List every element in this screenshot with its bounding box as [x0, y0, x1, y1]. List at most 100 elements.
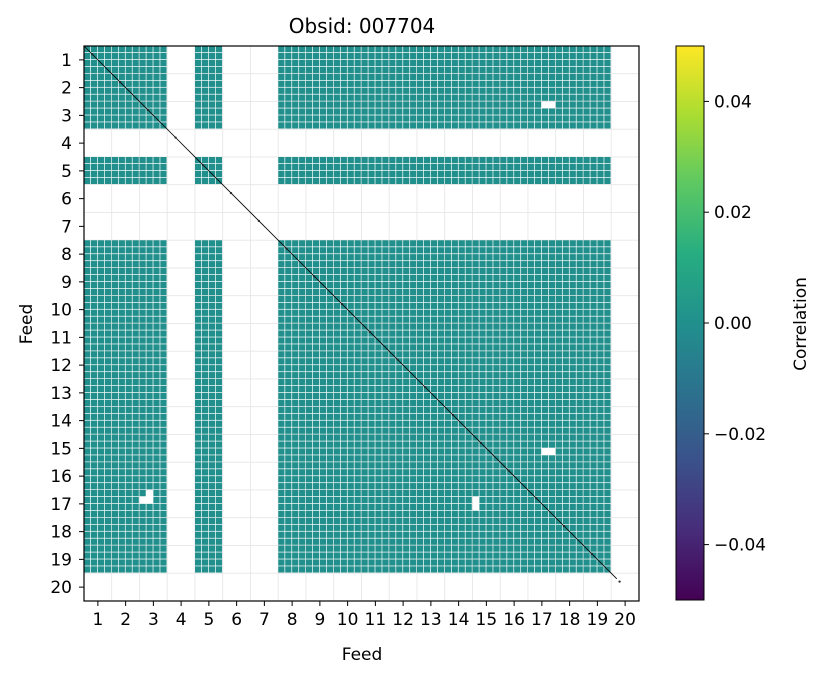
heatmap-cell	[153, 344, 160, 351]
heatmap-cell	[583, 170, 590, 178]
heatmap-cell	[111, 122, 118, 129]
heatmap-cell	[437, 108, 445, 115]
heatmap-cell	[319, 392, 327, 400]
heatmap-cell	[299, 351, 306, 358]
heatmap-cell	[514, 559, 521, 566]
heatmap-cell	[437, 337, 445, 344]
heatmap-cell	[507, 462, 514, 469]
heatmap-cell	[97, 524, 105, 531]
heatmap-cell	[417, 483, 424, 490]
heatmap-cell	[465, 365, 472, 372]
heatmap-cell	[472, 254, 479, 261]
grid-cell	[166, 267, 196, 297]
heatmap-cell	[486, 122, 493, 129]
heatmap-cell	[201, 510, 209, 518]
heatmap-cell	[583, 552, 590, 559]
heatmap-cell	[299, 503, 306, 511]
heatmap-cell	[104, 392, 112, 400]
heatmap-cell	[451, 281, 458, 289]
heatmap-cell	[132, 261, 139, 268]
heatmap-cell	[423, 566, 431, 573]
heatmap-cell	[493, 531, 500, 538]
heatmap-cell	[417, 476, 424, 483]
heatmap-cell	[451, 385, 458, 393]
heatmap-cell	[423, 302, 431, 309]
heatmap-cell	[437, 163, 445, 171]
heatmap-cell	[382, 261, 389, 268]
grid-cell	[166, 101, 196, 130]
heatmap-cell	[541, 295, 549, 302]
heatmap-cell	[396, 66, 403, 74]
heatmap-cell	[423, 517, 431, 524]
heatmap-cell	[354, 496, 361, 504]
heatmap-cell	[375, 46, 382, 53]
heatmap-cell	[562, 490, 569, 497]
heatmap-cell	[215, 80, 223, 87]
diagonal-marker	[118, 80, 122, 84]
heatmap-cell	[493, 365, 500, 372]
heatmap-cell	[437, 309, 445, 316]
heatmap-cell	[541, 483, 549, 490]
plot-frame	[83, 45, 640, 602]
heatmap-cell	[590, 559, 597, 566]
heatmap-cell	[312, 406, 320, 413]
heatmap-cell	[139, 163, 146, 171]
heatmap-cell	[306, 517, 313, 524]
heatmap-cell	[590, 163, 597, 171]
heatmap-cell	[562, 247, 569, 254]
heatmap-cell	[319, 476, 327, 483]
heatmap-cell	[118, 115, 125, 122]
y-tick-label: 16	[50, 467, 72, 487]
heatmap-cell	[195, 247, 202, 254]
heatmap-cell	[604, 379, 611, 386]
heatmap-cell	[153, 157, 160, 164]
heatmap-cell	[396, 323, 403, 330]
heatmap-cell	[139, 59, 146, 67]
heatmap-cell	[111, 399, 118, 407]
heatmap-cell	[423, 268, 431, 275]
heatmap-cell	[340, 385, 347, 393]
heatmap-cell	[306, 108, 313, 115]
heatmap-cell	[403, 483, 410, 490]
heatmap-cell	[104, 510, 112, 518]
heatmap-cell	[590, 531, 597, 538]
heatmap-cell	[104, 517, 112, 524]
heatmap-cell	[375, 566, 382, 573]
heatmap-cell	[403, 295, 410, 302]
heatmap-cell	[486, 566, 493, 573]
heatmap-cell	[590, 441, 597, 448]
heatmap-cell	[195, 323, 202, 330]
heatmap-cell	[375, 316, 382, 323]
heatmap-cell	[299, 108, 306, 115]
heatmap-cell	[597, 538, 604, 545]
heatmap-cell	[306, 490, 313, 497]
heatmap-cell	[583, 469, 590, 476]
heatmap-cell	[306, 406, 313, 413]
heatmap-cell	[576, 531, 583, 538]
heatmap-cell	[382, 483, 389, 490]
heatmap-cell	[104, 483, 112, 490]
heatmap-cell	[555, 365, 562, 372]
heatmap-cell	[97, 94, 105, 101]
heatmap-cell	[368, 559, 375, 566]
heatmap-cell	[396, 427, 403, 434]
heatmap-cell	[396, 80, 403, 87]
heatmap-cell	[278, 268, 285, 275]
heatmap-cell	[132, 268, 139, 275]
heatmap-cell	[347, 566, 354, 573]
heatmap-cell	[368, 46, 375, 53]
heatmap-cell	[340, 496, 347, 504]
heatmap-cell	[278, 406, 285, 413]
heatmap-cell	[160, 261, 167, 268]
heatmap-cell	[319, 330, 327, 337]
heatmap-cell	[403, 247, 410, 254]
heatmap-cell	[319, 566, 327, 573]
heatmap-cell	[423, 115, 431, 122]
heatmap-cell	[486, 52, 493, 60]
heatmap-cell	[333, 552, 340, 559]
heatmap-cell	[306, 261, 313, 268]
heatmap-cell	[493, 337, 500, 344]
heatmap-cell	[396, 330, 403, 337]
heatmap-cell	[306, 427, 313, 434]
heatmap-cell	[132, 302, 139, 309]
